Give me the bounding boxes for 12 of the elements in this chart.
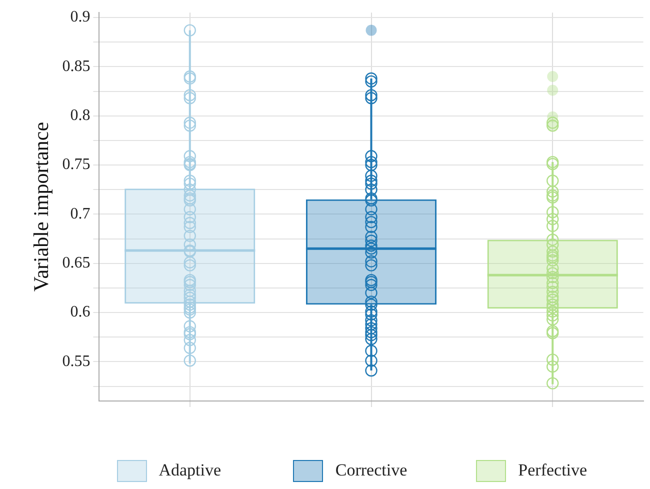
y-tick-label: 0.8: [70, 107, 90, 124]
x-tick-label: Corrective: [335, 460, 408, 480]
y-tick-label: 0.9: [70, 8, 90, 26]
y-tick-label: 0.6: [70, 304, 90, 321]
y-tick-label: 0.7: [70, 205, 90, 222]
y-tick-label: 0.75: [62, 156, 90, 174]
x-tick-label: Adaptive: [158, 460, 222, 480]
y-tick-label: 0.85: [62, 58, 90, 75]
y-tick-label: 0.65: [62, 254, 90, 272]
y-axis-title: Variable importance: [29, 122, 54, 292]
x-tick-label: Perfective: [518, 460, 588, 480]
y-tick-label: 0.55: [62, 352, 90, 370]
